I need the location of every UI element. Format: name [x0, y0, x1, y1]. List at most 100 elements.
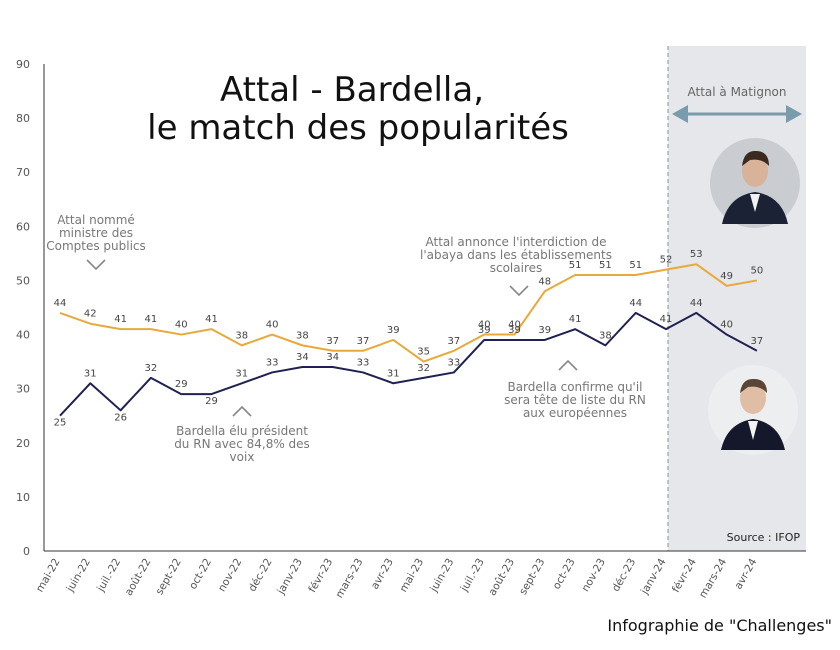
- data-label-attal: 41: [114, 314, 127, 325]
- x-tick-label: janv-23: [275, 557, 305, 598]
- x-tick-label: mai-22: [34, 557, 63, 595]
- annotation-attal-ministre: Attal nommé ministre des Comptes publics: [46, 213, 146, 271]
- annotation-abaya-line-2: l'abaya dans les établissements: [420, 248, 612, 262]
- x-tick-label: janv-24: [638, 556, 669, 597]
- annotation-bardella-rn-line-1: Bardella élu président: [176, 424, 308, 438]
- annotation-attal-ministre-line-3: Comptes publics: [46, 239, 146, 253]
- annotation-attal-ministre-line-1: Attal nommé: [57, 213, 135, 227]
- data-label-bardella: 37: [751, 336, 764, 347]
- x-tick-label: févr-23: [306, 557, 335, 595]
- data-label-bardella: 39: [538, 325, 551, 336]
- annotation-bardella-liste-line-2: sera tête de liste du RN: [504, 393, 646, 407]
- data-label-bardella: 32: [417, 363, 430, 374]
- series-line-attal: [59, 263, 758, 363]
- data-label-bardella: 34: [326, 352, 339, 363]
- data-label-attal: 39: [387, 325, 400, 336]
- data-label-attal: 40: [478, 320, 491, 331]
- annotation-bardella-rn-line-2: du RN avec 84,8% des: [174, 437, 310, 451]
- data-label-bardella: 33: [357, 357, 370, 368]
- y-tick-label: 10: [16, 491, 30, 504]
- y-tick-label: 40: [16, 329, 30, 342]
- y-tick-label: 60: [16, 220, 30, 233]
- x-tick-label: avr-23: [369, 557, 396, 592]
- x-tick-label: sept-23: [517, 557, 547, 598]
- chart-title: Attal - Bardella, le match des popularit…: [147, 70, 569, 148]
- y-tick-label: 50: [16, 274, 30, 287]
- data-label-attal: 37: [448, 336, 461, 347]
- chart-title-line-2: le match des popularités: [147, 108, 569, 148]
- data-label-bardella: 34: [296, 352, 309, 363]
- data-label-attal: 52: [660, 255, 673, 266]
- annotation-bardella-liste-line-3: aux européennes: [523, 406, 627, 420]
- chevron-down-icon: [86, 259, 106, 271]
- data-label-bardella: 33: [266, 357, 279, 368]
- x-tick-label: oct-23: [551, 557, 578, 592]
- arrow-right-icon: [786, 105, 802, 123]
- x-tick-label: oct-22: [187, 557, 214, 592]
- data-labels: 44 42 41 41 40 41 38 40 38 37 37 39 35 37 40 40 48 51 51 51…: [54, 249, 764, 429]
- y-tick-labels: 0 10 20 30 40 50 60 70 80 90: [16, 58, 30, 558]
- data-label-bardella: 39: [508, 325, 521, 336]
- data-label-attal: 35: [417, 347, 430, 358]
- data-label-bardella: 38: [599, 330, 612, 341]
- data-label-attal: 44: [54, 298, 67, 309]
- matignon-highlight-band: [668, 46, 806, 551]
- data-label-attal: 37: [326, 336, 339, 347]
- data-label-attal: 51: [629, 260, 642, 271]
- arrow-left-icon: [672, 105, 688, 123]
- x-tick-label: juin-22: [64, 557, 93, 595]
- chevron-up-icon: [558, 359, 578, 371]
- y-tick-label: 80: [16, 112, 30, 125]
- y-tick-label: 30: [16, 383, 30, 396]
- data-label-attal: 40: [175, 320, 188, 331]
- data-label-bardella: 44: [690, 298, 703, 309]
- annotation-abaya: Attal annonce l'interdiction de l'abaya …: [420, 235, 612, 297]
- data-label-attal: 48: [538, 276, 551, 287]
- data-label-bardella: 41: [569, 314, 582, 325]
- data-label-bardella: 40: [720, 320, 733, 331]
- data-label-bardella: 25: [54, 418, 67, 429]
- source-note: Source : IFOP: [727, 531, 801, 544]
- data-label-attal: 41: [145, 314, 158, 325]
- data-label-attal: 41: [205, 314, 218, 325]
- data-label-attal: 50: [751, 265, 764, 276]
- data-label-attal: 49: [720, 271, 733, 282]
- x-tick-label: août-22: [123, 557, 154, 598]
- y-tick-label: 70: [16, 166, 30, 179]
- data-label-bardella: 31: [387, 368, 400, 379]
- data-label-bardella: 33: [448, 357, 461, 368]
- x-tick-label: mars-23: [333, 557, 365, 601]
- series-line-bardella: [59, 311, 758, 417]
- data-label-attal: 51: [569, 260, 582, 271]
- data-label-bardella: 32: [145, 363, 158, 374]
- data-label-bardella: 41: [660, 314, 673, 325]
- y-tick-label: 20: [16, 437, 30, 450]
- x-tick-label: avr-24: [732, 556, 759, 591]
- x-tick-label: juil.-22: [94, 557, 123, 595]
- data-label-attal: 38: [235, 330, 248, 341]
- x-tick-label: déc-23: [610, 557, 638, 594]
- matignon-period-arrow: [672, 105, 802, 123]
- x-tick-label: août-23: [486, 557, 517, 598]
- y-tick-label: 0: [23, 545, 30, 558]
- data-label-bardella: 29: [175, 379, 188, 390]
- series-lines: [59, 263, 758, 417]
- x-tick-label: nov-22: [216, 557, 244, 594]
- x-tick-label: mars-24: [697, 556, 729, 600]
- chevron-down-icon: [509, 285, 529, 297]
- x-tick-label: sept-22: [153, 557, 183, 598]
- y-tick-label: 90: [16, 58, 30, 71]
- x-tick-label: déc-22: [246, 557, 274, 594]
- data-label-bardella: 26: [114, 412, 127, 423]
- chart-title-line-1: Attal - Bardella,: [220, 70, 484, 110]
- x-tick-label: juil.-23: [458, 557, 487, 595]
- infographic-credit: Infographie de "Challenges": [607, 616, 832, 635]
- data-label-attal: 40: [508, 320, 521, 331]
- data-label-attal: 38: [296, 330, 309, 341]
- annotation-bardella-liste: Bardella confirme qu'il sera tête de lis…: [504, 359, 646, 420]
- attal-face-icon: [742, 155, 768, 187]
- annotation-attal-ministre-line-2: ministre des: [59, 226, 133, 240]
- x-tick-label: nov-23: [580, 557, 608, 594]
- x-tick-label: févr-24: [670, 556, 699, 594]
